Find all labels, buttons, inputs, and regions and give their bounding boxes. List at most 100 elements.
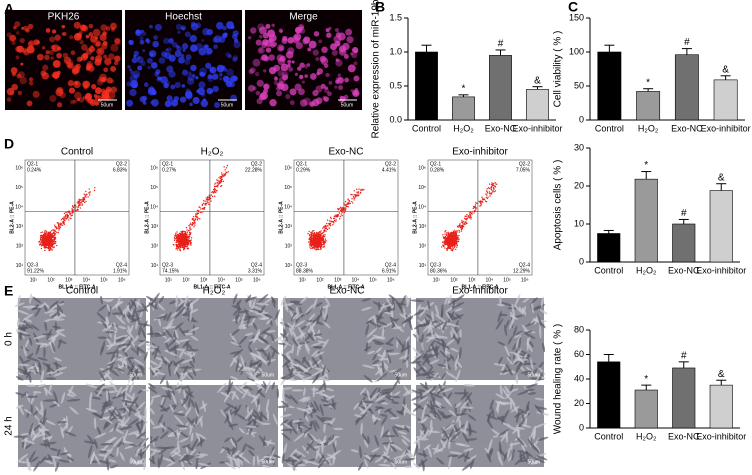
flow-event — [60, 222, 62, 224]
flow-event — [188, 237, 190, 239]
flow-event — [183, 242, 185, 245]
flow-event — [441, 246, 443, 248]
flow-y-tick: 10⁶ — [15, 165, 23, 171]
quadrant-value: 0.28% — [430, 167, 445, 173]
flow-event — [451, 245, 453, 247]
flow-event — [457, 226, 459, 228]
flow-event — [458, 231, 461, 233]
flow-event — [325, 226, 327, 228]
flow-event — [467, 215, 469, 217]
flow-event — [475, 202, 477, 204]
flow-event — [194, 224, 196, 226]
flow-event — [87, 196, 89, 198]
flow-event — [455, 248, 457, 251]
cell — [184, 90, 193, 99]
cell — [201, 38, 205, 42]
cell — [82, 80, 91, 89]
cell — [56, 52, 62, 59]
cell — [337, 73, 342, 78]
flow-event — [328, 227, 330, 229]
cell — [315, 85, 323, 93]
quadrant-value: 1.91% — [113, 268, 128, 274]
cell — [282, 74, 289, 81]
flow-event — [56, 222, 58, 224]
flow-event — [55, 244, 58, 247]
flow-event — [208, 203, 210, 206]
flow-event — [179, 238, 181, 241]
flow-x-tick: 10¹ — [433, 277, 441, 283]
flow-event — [474, 205, 476, 208]
flow-event — [454, 229, 456, 232]
cell — [232, 55, 239, 61]
flow-event — [345, 205, 348, 207]
flow-y-tick: 10³ — [285, 224, 293, 230]
flow-event — [318, 231, 321, 233]
flow-event — [56, 227, 58, 230]
flow-event — [322, 227, 324, 229]
flow-event — [310, 233, 312, 236]
flow-event — [44, 245, 46, 247]
cell — [180, 53, 185, 58]
cell — [200, 99, 209, 108]
flow-event — [211, 191, 213, 194]
flow-event — [72, 209, 74, 211]
flow-y-tick: 10² — [151, 244, 159, 250]
flow-event — [492, 184, 494, 187]
flow-event — [196, 219, 199, 221]
flow-event — [62, 220, 65, 223]
flow-event — [47, 244, 49, 247]
flow-event — [339, 215, 341, 218]
flow-event — [44, 249, 46, 252]
flow-event — [329, 222, 332, 225]
cell — [96, 47, 105, 56]
cell — [318, 39, 323, 44]
cell — [323, 87, 330, 94]
flow-event — [487, 196, 489, 198]
cell — [301, 80, 305, 84]
flow-event — [40, 243, 42, 246]
flow-event — [55, 226, 58, 228]
flow-event — [492, 183, 494, 185]
flow-event — [213, 187, 216, 190]
cell — [73, 33, 82, 41]
cell — [181, 84, 186, 88]
flow-y-label: BL2-A :: PE-A — [9, 201, 15, 234]
cell — [197, 87, 205, 96]
flow-event — [444, 231, 446, 233]
flow-event — [212, 188, 215, 191]
flow-event — [193, 219, 195, 221]
cell — [28, 77, 34, 82]
quadrant-value: 12.29% — [513, 268, 531, 274]
cell — [166, 47, 172, 53]
flow-event — [54, 240, 57, 243]
flow-event — [455, 242, 458, 244]
cell — [263, 88, 268, 94]
cell — [158, 57, 166, 64]
flow-event — [456, 241, 458, 243]
cell — [282, 35, 288, 42]
cell — [88, 32, 94, 37]
flow-event — [211, 195, 214, 198]
cell — [145, 38, 150, 43]
quadrant-value: 0.27% — [162, 167, 177, 173]
flow-event — [214, 185, 217, 188]
cell — [17, 90, 23, 96]
flow-event — [53, 237, 56, 240]
cell — [261, 54, 268, 61]
flow-y-tick: 10⁵ — [284, 185, 292, 191]
cell — [56, 46, 62, 51]
cell — [18, 71, 25, 78]
flow-event — [46, 237, 48, 240]
flow-event — [459, 223, 461, 225]
cell — [287, 59, 292, 64]
flow-y-tick: 10⁶ — [284, 165, 292, 171]
flow-event — [353, 199, 355, 201]
cell — [104, 89, 110, 94]
cell — [331, 49, 338, 56]
flow-event — [60, 219, 63, 221]
cell — [214, 102, 221, 109]
flow-event — [179, 236, 182, 239]
flow-event — [447, 239, 449, 241]
flow-event — [205, 197, 207, 199]
flow-event — [356, 191, 358, 193]
